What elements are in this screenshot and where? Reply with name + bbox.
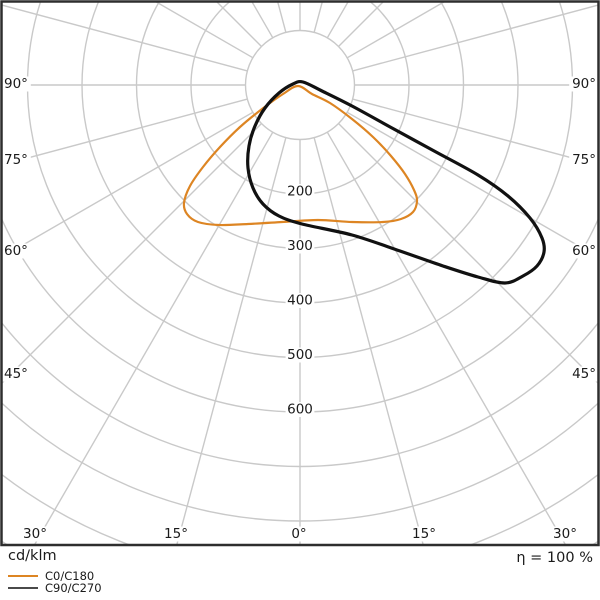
label-backing [2,243,31,259]
grid-spoke [2,123,262,384]
angle-label-bottom: 15° [164,526,188,542]
grid-spoke [2,98,248,166]
legend-item-c90-c270: C90/C270 [8,582,102,594]
label-backing [569,76,598,92]
polar-grid: 200 300 400 500 600 90° 75° 60° 45° 90° 75° 60° 45° 3… [2,2,598,544]
grid-spoke [326,131,566,544]
label-backing [569,243,598,259]
angle-label-bottom: 15° [412,526,436,542]
grid-spoke [313,137,424,544]
angle-label-right: 60° [572,243,596,259]
label-backing [550,526,580,542]
grid-spoke [2,4,248,72]
ring-value-label: 200 [287,184,313,200]
legend: C0/C180 C90/C270 [8,570,102,594]
label-backing [288,526,310,542]
label-backing [285,402,315,417]
label-backing [2,152,31,168]
angle-label-bottom: 0° [291,526,306,542]
efficiency-label: η = 100 % [516,550,593,566]
grid-spoke [176,137,287,544]
angle-label-bottom: 30° [23,526,47,542]
angle-label-left: 90° [4,76,28,92]
intensity-curves [182,79,546,285]
ring-value-label: 300 [287,238,313,254]
polar-chart-canvas: 200 300 400 500 600 90° 75° 60° 45° 90° 75° 60° 45° 3… [0,0,600,547]
label-backing [569,152,598,168]
legend-item-c0-c180: C0/C180 [8,570,102,582]
label-backing [161,526,191,542]
grid-spoke [34,131,274,544]
grid-spoke [2,111,254,258]
ring-value-label: 500 [287,347,313,363]
grid-spoke [338,123,598,384]
label-backing [569,366,598,382]
grid-spoke [346,111,598,258]
angle-label-right: 45° [572,366,596,382]
plot-border [0,0,600,547]
curve-c90-c270 [246,79,546,285]
angle-label-right: 90° [572,76,596,92]
angle-label-right: 75° [572,152,596,168]
label-backing [2,76,31,92]
curve-c0-c180 [182,84,419,227]
ring-value-label: 400 [287,293,313,309]
label-backing [285,347,315,363]
angle-label-bottom: 30° [553,526,577,542]
label-backing [409,526,439,542]
angle-label-left: 60° [4,243,28,259]
label-backing [2,366,31,382]
angle-label-left: 75° [4,152,28,168]
grid-spoke [352,98,598,166]
unit-label: cd/klm [8,548,57,564]
chart-footer: cd/klm η = 100 % C0/C180 C90/C270 [0,547,600,600]
legend-line-swatch-orange [8,575,38,577]
grid-ring [244,29,356,141]
ring-value-label: 600 [287,402,313,418]
angle-label-left: 45° [4,366,28,382]
legend-line-swatch-black [8,587,38,589]
grid-spoke [326,2,349,39]
label-backing [20,526,50,542]
label-backing [285,238,315,254]
legend-label: C90/C270 [45,581,102,595]
label-backing [285,184,315,199]
label-backing [285,293,315,308]
grid-spoke [251,2,274,39]
legend-label: C0/C180 [45,569,95,583]
grid-spoke [352,4,598,72]
